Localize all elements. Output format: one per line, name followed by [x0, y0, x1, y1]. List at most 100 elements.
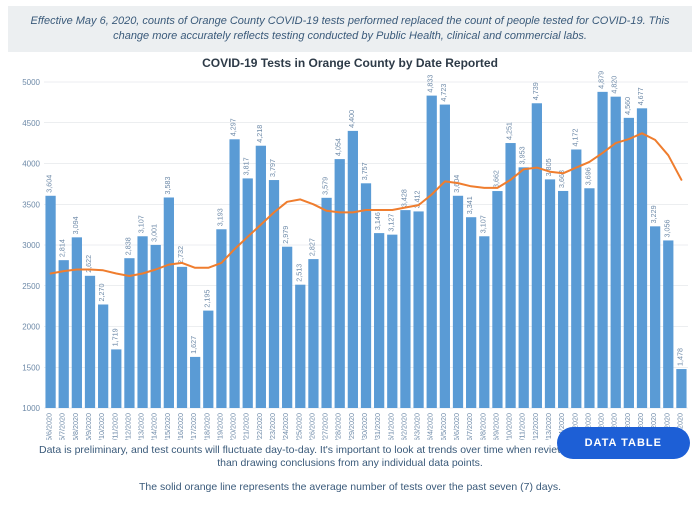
- x-axis-label: 6/7/2020: [465, 413, 474, 440]
- bar: [584, 188, 594, 408]
- bar: [72, 237, 82, 408]
- x-axis-label: 6/5/2020: [439, 413, 448, 440]
- x-axis-label: 6/13/2020: [544, 413, 553, 440]
- bar: [216, 229, 226, 408]
- bar: [124, 258, 134, 408]
- x-axis-label: 6/4/2020: [426, 413, 435, 440]
- bar-value-label: 3,428: [399, 189, 408, 207]
- x-axis-label: 5/18/2020: [202, 413, 211, 440]
- bar: [676, 369, 686, 408]
- bar: [479, 236, 489, 408]
- bar: [361, 183, 371, 408]
- bar: [177, 267, 187, 408]
- bar-value-label: 2,827: [307, 238, 316, 256]
- bar-value-label: 3,805: [544, 158, 553, 176]
- bar-value-label: 3,229: [649, 205, 658, 223]
- bar: [519, 167, 529, 408]
- bar: [440, 104, 450, 407]
- x-axis-label: 6/2/2020: [399, 413, 408, 440]
- bar-value-label: 4,251: [505, 122, 514, 140]
- x-axis-label: 5/17/2020: [189, 413, 198, 440]
- svg-text:1500: 1500: [22, 363, 40, 372]
- bar-value-label: 4,739: [531, 82, 540, 100]
- bar-value-label: 1,627: [189, 336, 198, 354]
- bar-value-label: 1,719: [110, 328, 119, 346]
- x-axis-label: 5/9/2020: [84, 413, 93, 440]
- bar-value-label: 2,814: [58, 239, 67, 257]
- info-banner: Effective May 6, 2020, counts of Orange …: [8, 6, 692, 52]
- bar-value-label: 4,723: [439, 83, 448, 101]
- bar: [466, 217, 476, 408]
- bar: [400, 210, 410, 408]
- x-axis-label: 5/21/2020: [242, 413, 251, 440]
- x-axis-label: 5/15/2020: [163, 413, 172, 440]
- bar-value-label: 3,817: [242, 157, 251, 175]
- x-axis-label: 6/12/2020: [531, 413, 540, 440]
- x-axis-label: 6/1/2020: [386, 413, 395, 440]
- bar-value-label: 2,838: [123, 237, 132, 255]
- x-axis-label: 5/26/2020: [307, 413, 316, 440]
- bar: [571, 149, 581, 408]
- bar-value-label: 3,107: [137, 215, 146, 233]
- x-axis-label: 5/7/2020: [58, 413, 67, 440]
- bar: [558, 191, 568, 408]
- bar-value-label: 1,478: [675, 348, 684, 366]
- x-axis-label: 6/6/2020: [452, 413, 461, 440]
- x-axis-label: 5/27/2020: [321, 413, 330, 440]
- bar: [663, 240, 673, 408]
- bar: [413, 211, 423, 408]
- bar: [348, 131, 358, 408]
- bar-value-label: 4,560: [623, 97, 632, 115]
- bar-value-label: 3,604: [45, 174, 54, 192]
- x-axis-label: 6/3/2020: [413, 413, 422, 440]
- bar: [637, 108, 647, 408]
- bar-value-label: 4,879: [597, 71, 606, 89]
- bar: [387, 234, 397, 407]
- bar: [137, 236, 147, 408]
- bar-value-label: 3,341: [465, 196, 474, 214]
- svg-text:5000: 5000: [22, 78, 40, 87]
- bar: [545, 179, 555, 408]
- bar-value-label: 3,127: [386, 213, 395, 231]
- bar: [492, 191, 502, 408]
- bar: [269, 180, 279, 408]
- x-axis-label: 6/9/2020: [491, 413, 500, 440]
- bar-value-label: 3,056: [662, 219, 671, 237]
- bar: [532, 103, 542, 408]
- bar: [624, 118, 634, 408]
- bar: [427, 95, 437, 407]
- x-axis-label: 5/20/2020: [229, 413, 238, 440]
- x-axis-label: 5/11/2020: [110, 413, 119, 440]
- bar-value-label: 3,583: [163, 176, 172, 194]
- bar: [190, 357, 200, 408]
- svg-text:3500: 3500: [22, 200, 40, 209]
- data-table-button[interactable]: DATA TABLE: [557, 427, 690, 459]
- bar-value-label: 2,732: [176, 246, 185, 264]
- svg-text:2500: 2500: [22, 281, 40, 290]
- chart-container: 1000150020002500300035004000450050003,60…: [8, 70, 692, 440]
- bar: [229, 139, 239, 408]
- footnote-secondary: The solid orange line represents the ave…: [30, 481, 670, 493]
- bar-value-label: 3,107: [478, 215, 487, 233]
- x-axis-label: 6/11/2020: [518, 413, 527, 440]
- bar-value-label: 2,195: [202, 289, 211, 307]
- svg-text:2000: 2000: [22, 322, 40, 331]
- x-axis-label: 5/6/2020: [45, 413, 54, 440]
- bar-line-chart: 1000150020002500300035004000450050003,60…: [8, 70, 692, 440]
- bar-value-label: 4,297: [229, 118, 238, 136]
- x-axis-label: 5/13/2020: [137, 413, 146, 440]
- x-axis-label: 5/23/2020: [268, 413, 277, 440]
- bar: [85, 275, 95, 407]
- x-axis-label: 5/29/2020: [347, 413, 356, 440]
- bar: [295, 284, 305, 407]
- bar-value-label: 3,094: [71, 216, 80, 234]
- bar-value-label: 4,820: [610, 75, 619, 93]
- bar: [98, 304, 108, 408]
- svg-text:4500: 4500: [22, 118, 40, 127]
- bar: [453, 195, 463, 407]
- chart-title: COVID-19 Tests in Orange County by Date …: [0, 56, 700, 70]
- bar-value-label: 3,579: [321, 176, 330, 194]
- x-axis-label: 5/31/2020: [373, 413, 382, 440]
- x-axis-label: 5/30/2020: [360, 413, 369, 440]
- bar: [59, 260, 69, 408]
